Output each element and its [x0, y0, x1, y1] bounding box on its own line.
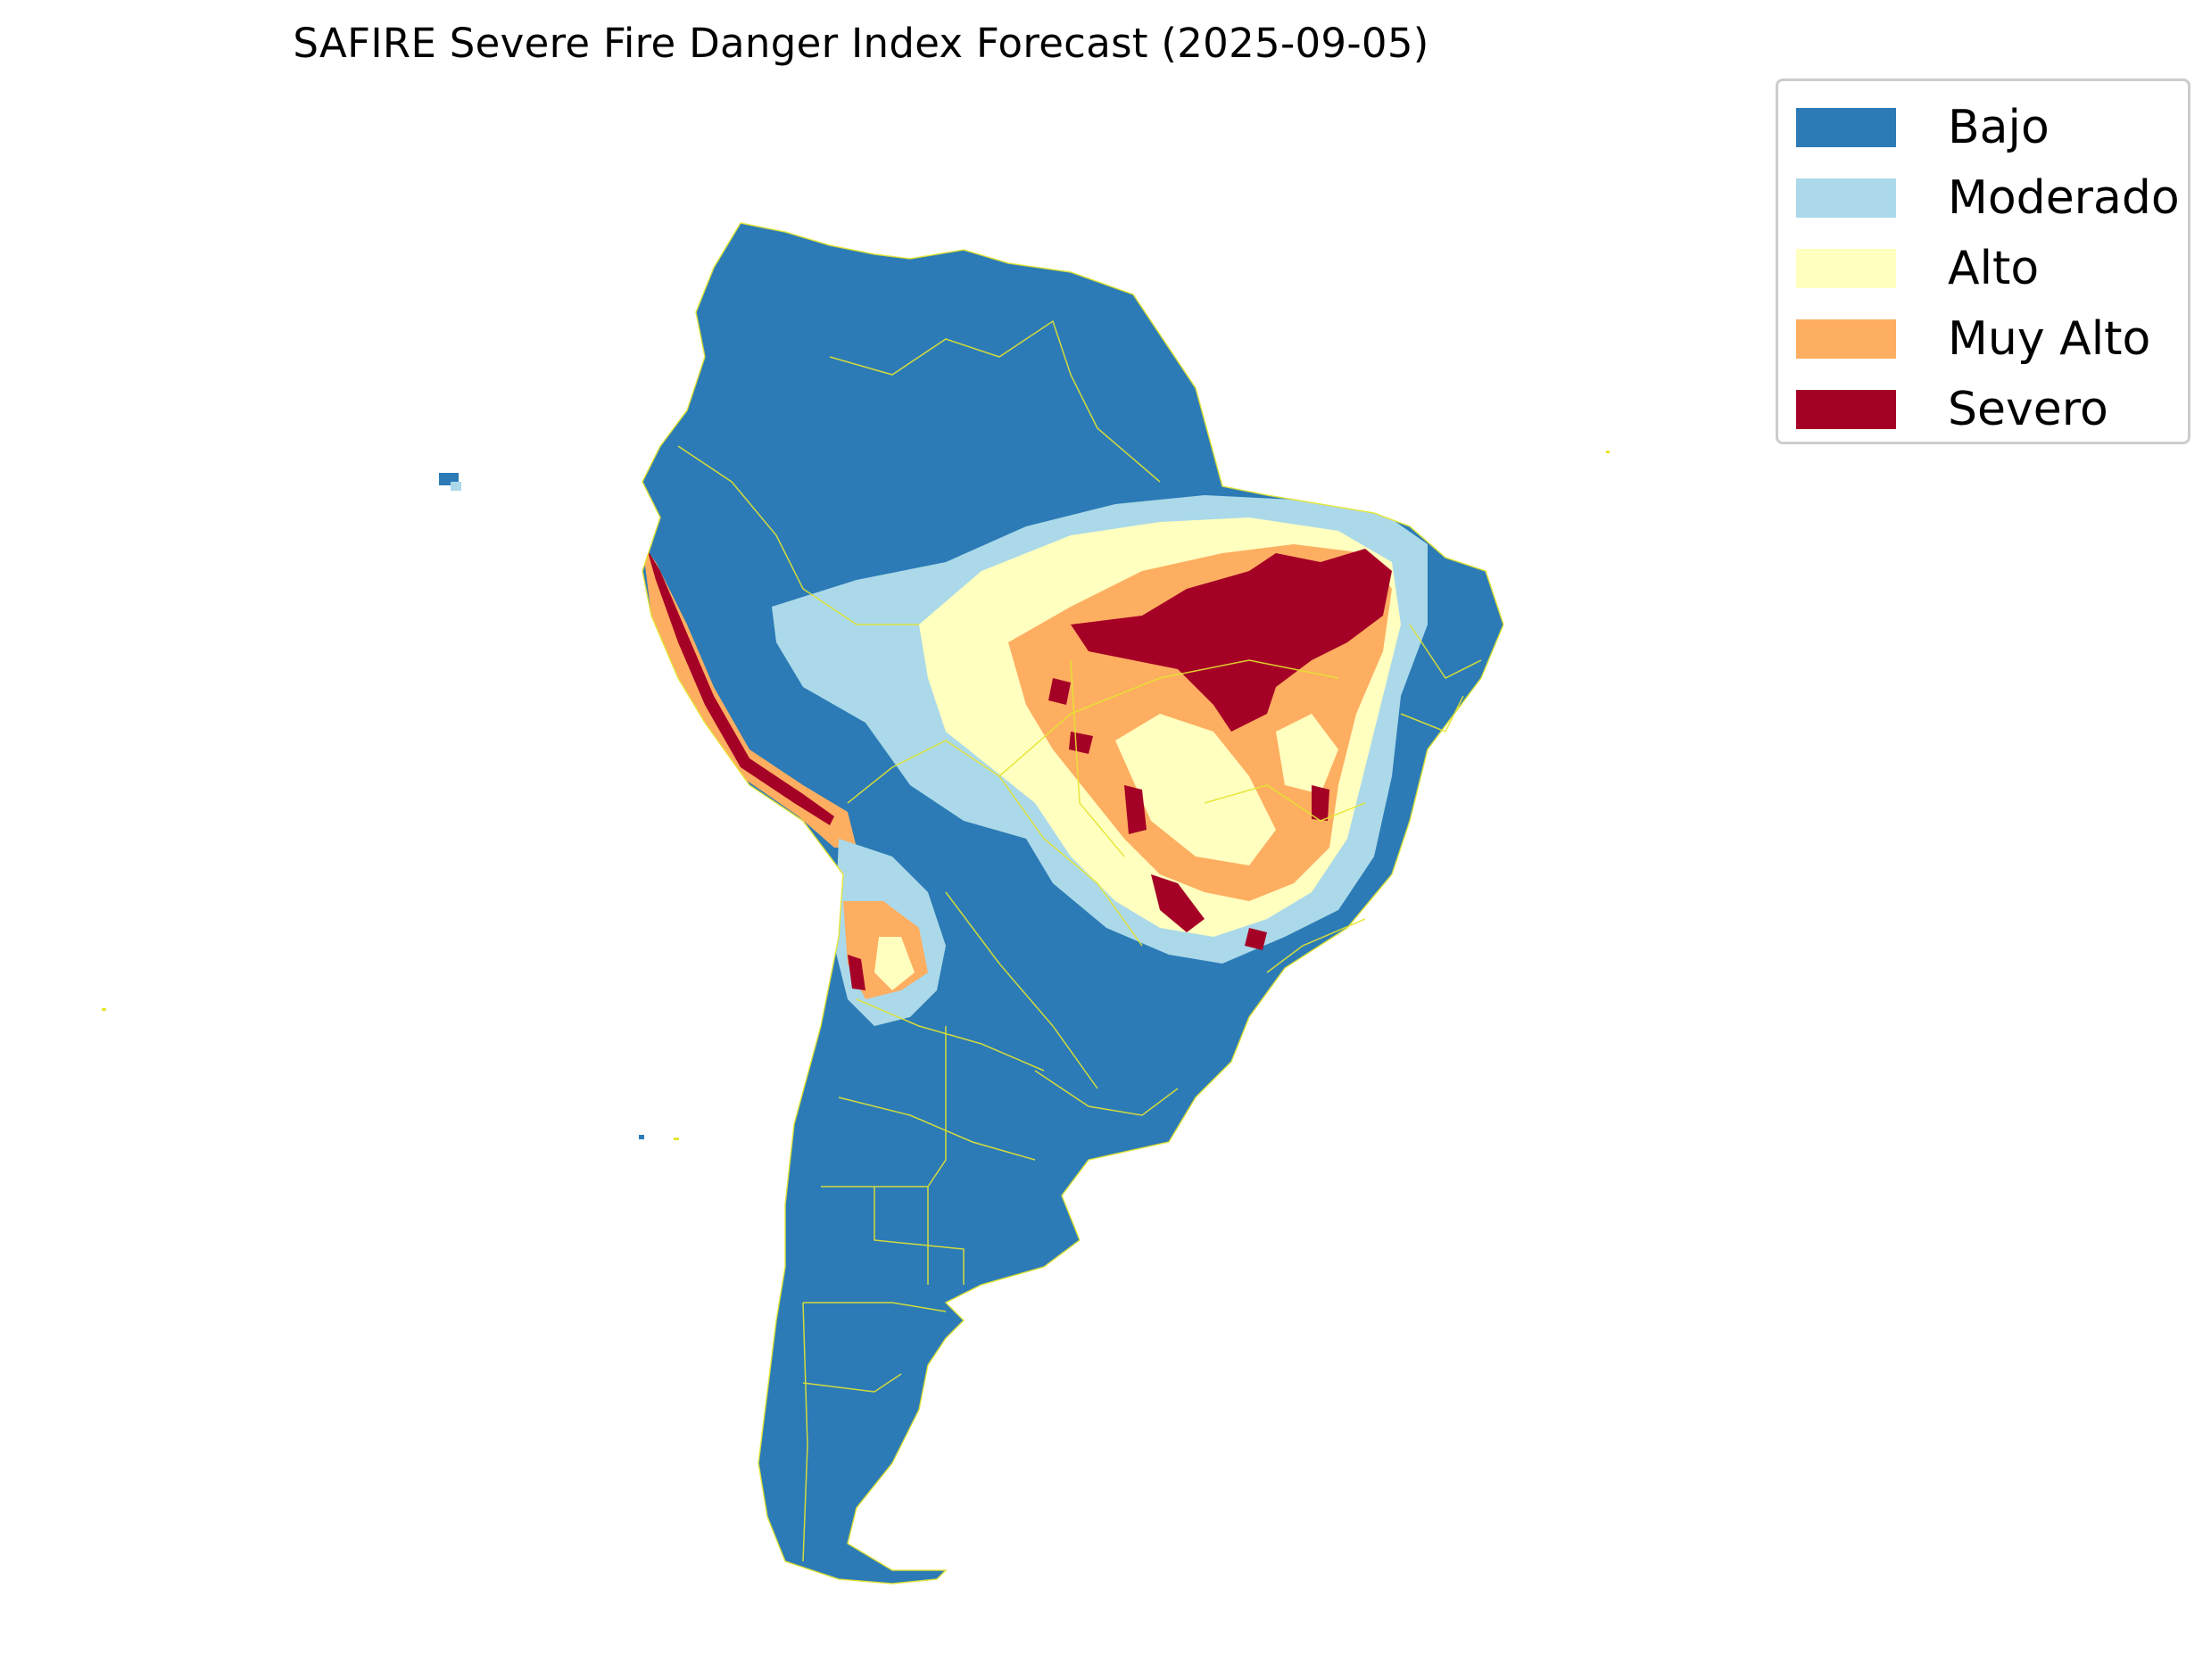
- legend-label-alto: Alto: [1948, 242, 2040, 295]
- danger-zones: [642, 495, 1428, 1026]
- border-line: [802, 1302, 808, 1562]
- legend-label-bajo: Bajo: [1948, 101, 2050, 154]
- legend-item-bajo: Bajo: [1796, 101, 2189, 154]
- islands: [102, 451, 1610, 1140]
- legend-item-muy-alto: Muy Alto: [1796, 312, 2189, 366]
- legend-swatch-moderado: [1796, 178, 1896, 218]
- legend-swatch-severo: [1796, 390, 1896, 429]
- zone-severo-patch: [1245, 928, 1267, 950]
- legend-item-moderado: Moderado: [1796, 171, 2189, 225]
- border-line: [1070, 659, 1125, 857]
- border-line: [1204, 784, 1366, 822]
- admin-borders: [642, 222, 1504, 1585]
- border-line: [802, 1373, 902, 1393]
- island-galapagos: [451, 482, 461, 491]
- zone-alto-pocket: [1115, 714, 1276, 865]
- zone-nw-argentina-severo: [848, 955, 865, 990]
- land-area: [642, 223, 1503, 1584]
- border-line: [1400, 695, 1464, 732]
- land-base-bajo: [642, 223, 1503, 1584]
- border-line: [642, 222, 1504, 1585]
- border-line: [1266, 918, 1366, 973]
- island-small: [1606, 451, 1610, 453]
- legend-label-severo: Severo: [1948, 383, 2108, 436]
- legend-item-severo: Severo: [1796, 383, 2189, 436]
- island-small: [102, 1008, 106, 1011]
- border-line: [874, 1187, 965, 1285]
- legend-label-moderado: Moderado: [1948, 171, 2180, 225]
- border-line: [838, 1097, 1036, 1161]
- border-line: [1034, 1070, 1179, 1116]
- zone-severo-patch: [1151, 874, 1205, 932]
- zone-severo-patch: [1048, 678, 1071, 705]
- legend-swatch-muy-alto: [1796, 319, 1896, 359]
- border-line: [803, 1302, 947, 1312]
- zone-severo-patch: [1312, 785, 1329, 821]
- island-small: [639, 1135, 644, 1139]
- border-line: [998, 659, 1339, 777]
- border-line: [945, 891, 1098, 1089]
- zone-severo: [1071, 549, 1392, 732]
- legend-swatch-bajo: [1796, 108, 1896, 147]
- island-small: [674, 1138, 679, 1140]
- border-line: [829, 319, 1161, 483]
- legend-label-muy-alto: Muy Alto: [1948, 312, 2151, 366]
- legend-swatch-alto: [1796, 249, 1896, 288]
- border-line: [927, 1026, 947, 1285]
- border-line: [677, 445, 919, 625]
- zone-severo-patch: [1124, 785, 1147, 834]
- legend: Bajo Moderado Alto Muy Alto Severo: [1776, 79, 2190, 444]
- border-line: [1409, 624, 1482, 679]
- border-line: [856, 998, 1045, 1072]
- zone-nw-argentina-alto: [874, 937, 915, 990]
- zone-alto-pocket: [1276, 714, 1338, 794]
- legend-item-alto: Alto: [1796, 242, 2189, 295]
- map-title: SAFIRE Severe Fire Danger Index Forecast…: [293, 20, 1429, 67]
- zone-andes-muy-alto: [642, 544, 857, 848]
